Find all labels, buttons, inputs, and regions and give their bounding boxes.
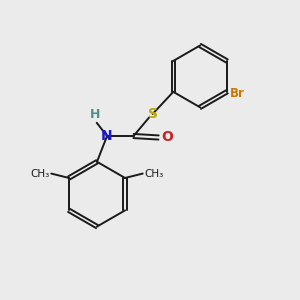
Text: Br: Br (230, 87, 245, 100)
Text: H: H (90, 108, 101, 121)
Text: N: N (101, 129, 113, 143)
Text: CH₃: CH₃ (144, 169, 164, 178)
Text: O: O (161, 130, 173, 145)
Text: CH₃: CH₃ (31, 169, 50, 178)
Text: S: S (148, 107, 158, 121)
